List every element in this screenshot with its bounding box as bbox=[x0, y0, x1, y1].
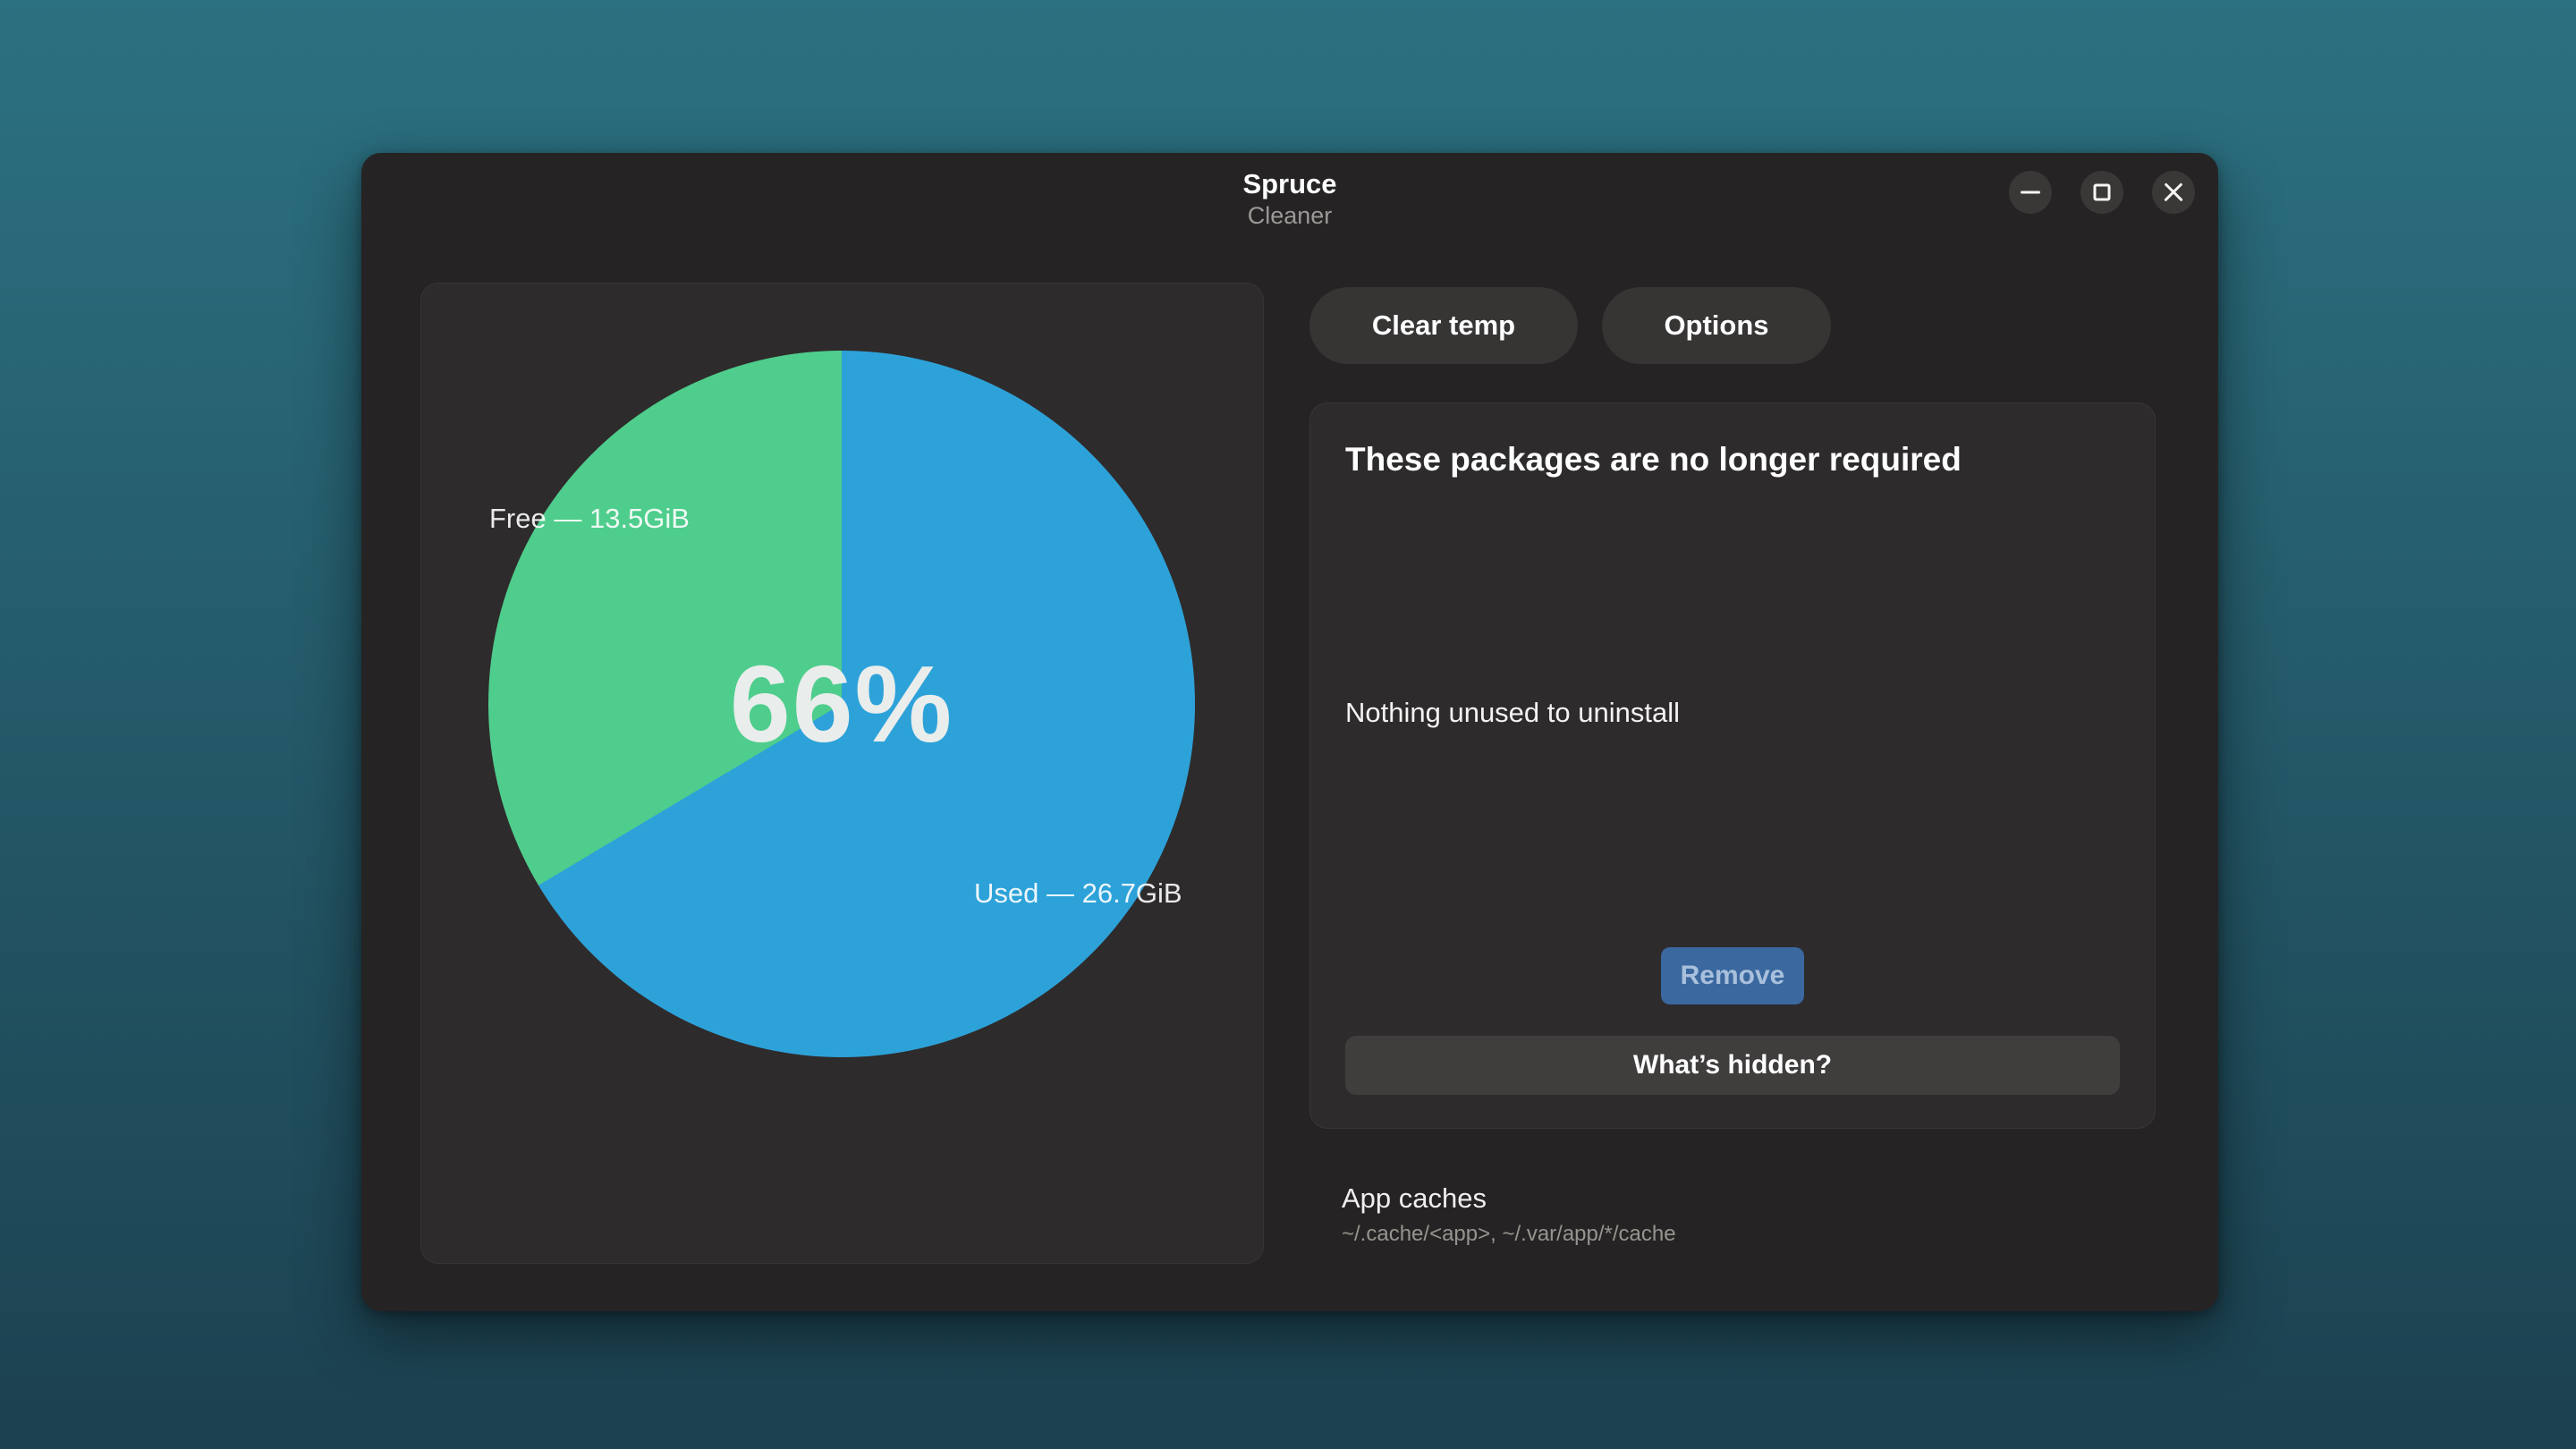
pie-label-free: Free — 13.5GiB bbox=[489, 503, 690, 534]
pie-label-used: Used — 26.7GiB bbox=[974, 877, 1182, 909]
window-controls bbox=[2009, 171, 2195, 214]
remove-button[interactable]: Remove bbox=[1661, 947, 1804, 1004]
title-stack: Spruce Cleaner bbox=[361, 167, 2218, 231]
clear-temp-button[interactable]: Clear temp bbox=[1309, 287, 1578, 364]
maximize-button[interactable] bbox=[2080, 171, 2123, 214]
options-button[interactable]: Options bbox=[1602, 287, 1831, 364]
titlebar[interactable]: Spruce Cleaner bbox=[361, 153, 2218, 283]
maximize-icon bbox=[2093, 183, 2111, 201]
close-icon bbox=[2162, 181, 2185, 204]
disk-usage-pie-chart: 66% bbox=[488, 351, 1195, 1057]
app-caches-section: App caches ~/.cache/<app>, ~/.var/app/*/… bbox=[1342, 1181, 1676, 1247]
disk-usage-panel: 66% Free — 13.5GiB Used — 26.7GiB bbox=[420, 283, 1264, 1264]
window-title: Spruce bbox=[1242, 168, 1337, 199]
whats-hidden-button[interactable]: What’s hidden? bbox=[1345, 1036, 2120, 1095]
close-button[interactable] bbox=[2152, 171, 2195, 214]
toolbar: Clear temp Options bbox=[1309, 287, 1831, 364]
app-window: Spruce Cleaner 66% Free — 13.5GiB Used bbox=[361, 153, 2218, 1311]
app-caches-paths: ~/.cache/<app>, ~/.var/app/*/cache bbox=[1342, 1222, 1676, 1246]
right-column: Clear temp Options These packages are no… bbox=[1309, 283, 2156, 1311]
pie-center-percent: 66% bbox=[729, 643, 954, 765]
minimize-icon bbox=[2021, 191, 2040, 194]
packages-empty-message: Nothing unused to uninstall bbox=[1345, 697, 1680, 728]
packages-card: These packages are no longer required No… bbox=[1309, 402, 2156, 1129]
packages-empty-area: Nothing unused to uninstall bbox=[1345, 479, 2120, 947]
minimize-button[interactable] bbox=[2009, 171, 2052, 214]
packages-card-title: These packages are no longer required bbox=[1345, 441, 1962, 478]
window-subtitle: Cleaner bbox=[1247, 202, 1333, 229]
app-caches-title: App caches bbox=[1342, 1182, 1487, 1214]
